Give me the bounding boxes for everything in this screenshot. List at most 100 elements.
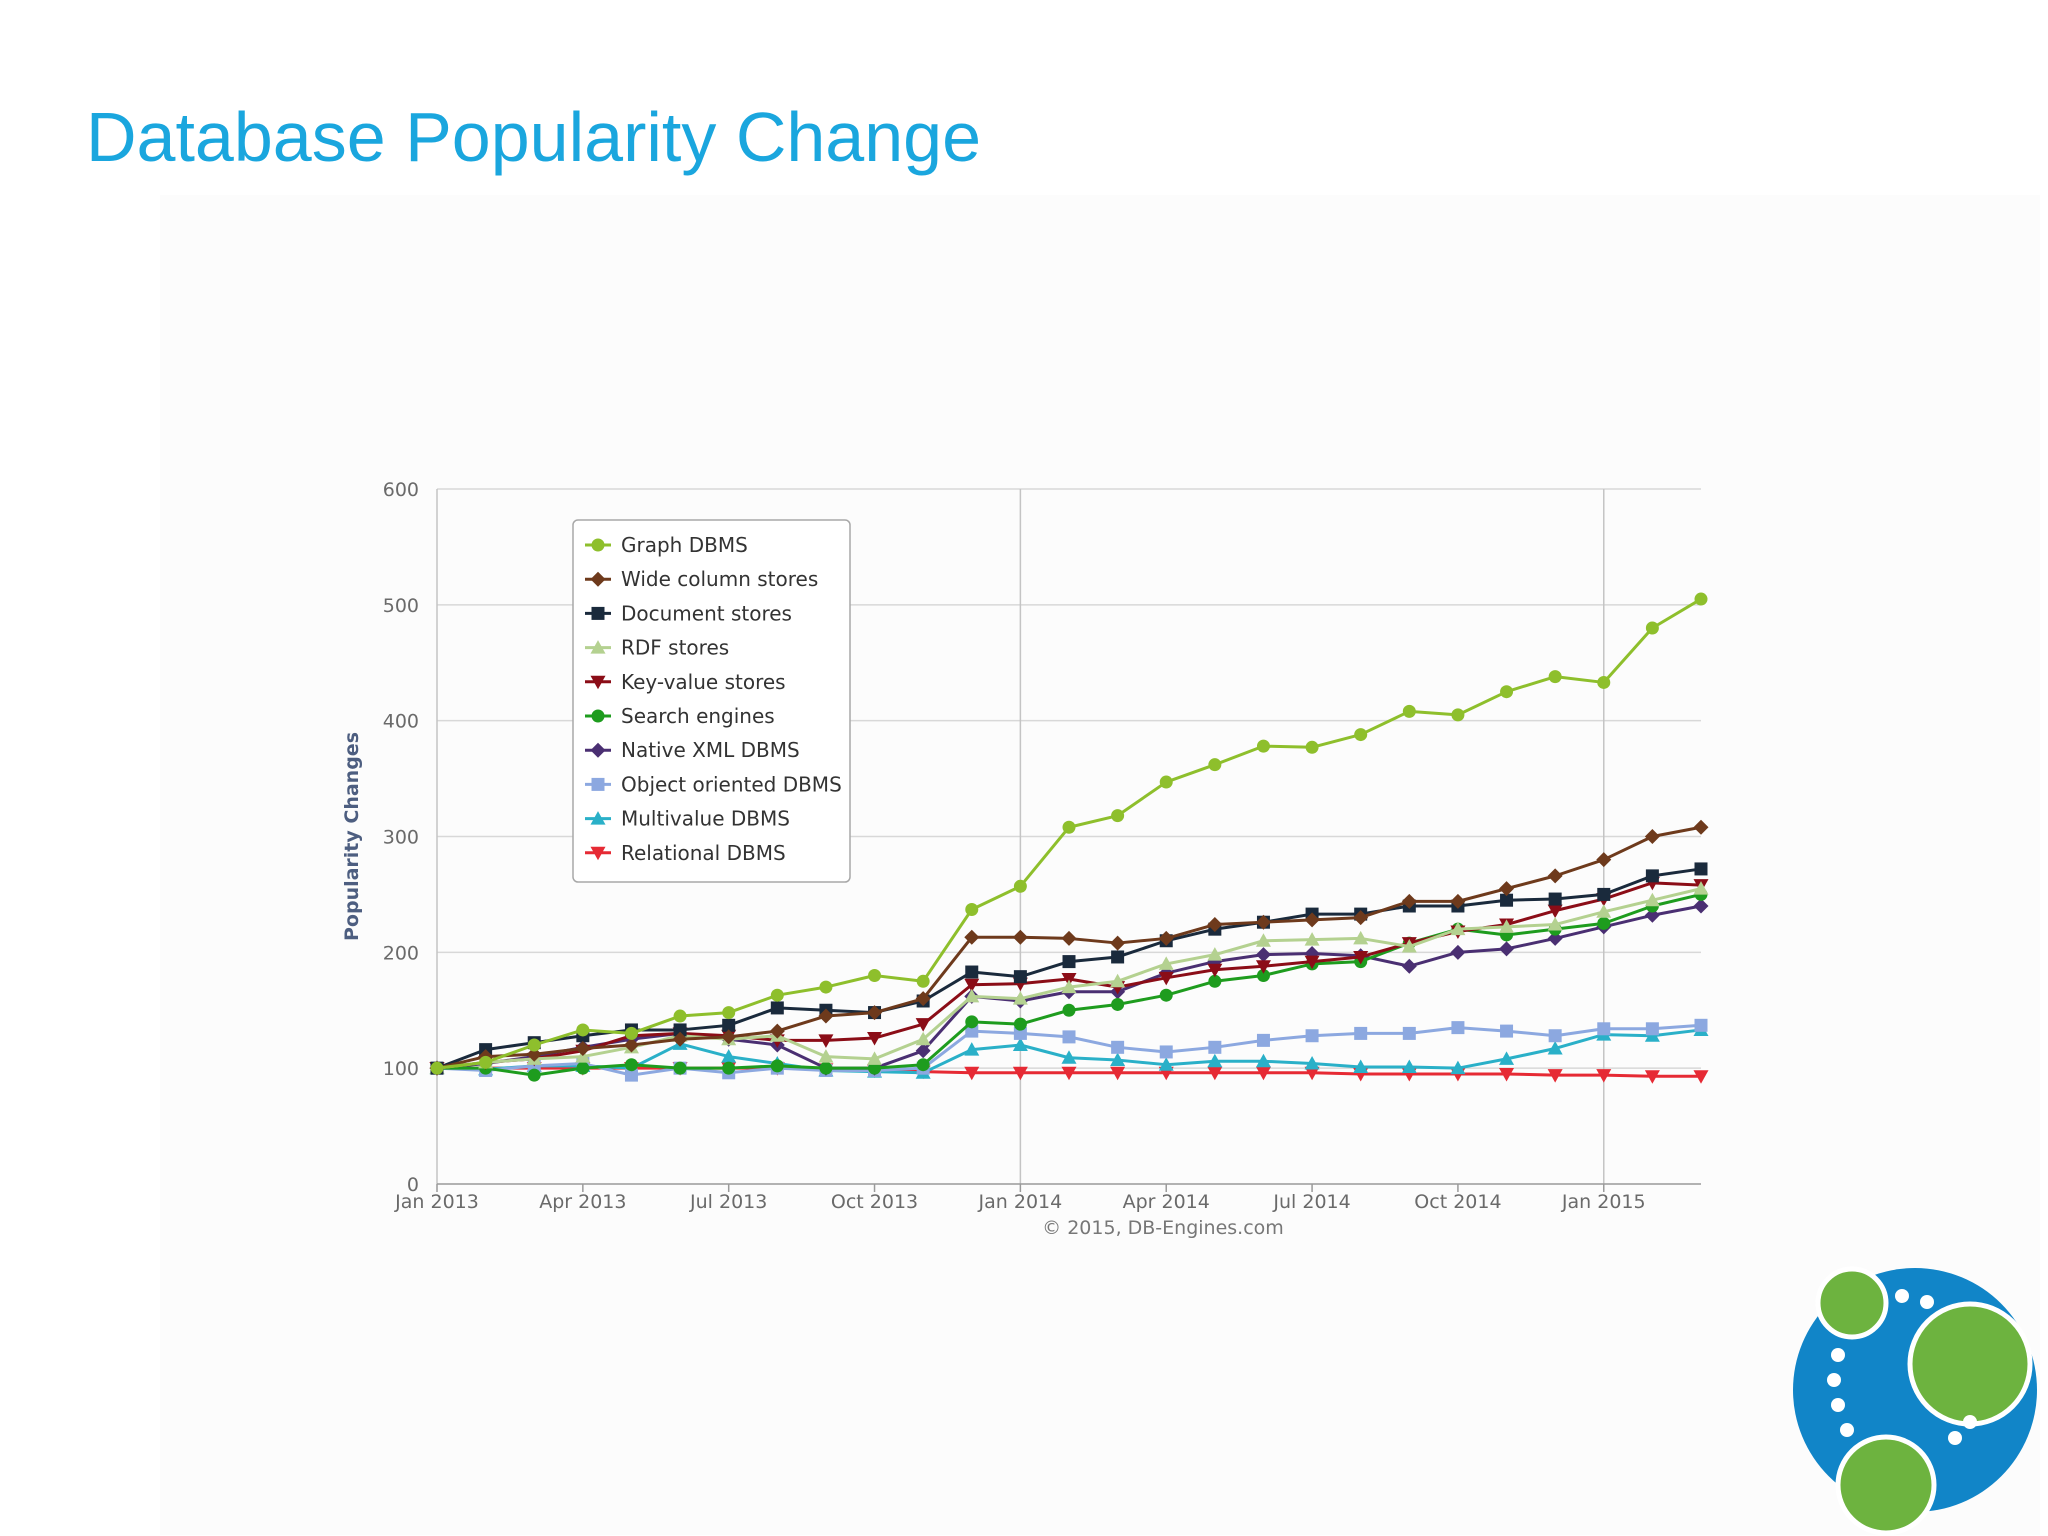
y-tick-label: 0: [407, 1174, 419, 1196]
data-point-graph-dbms: [1111, 809, 1125, 823]
x-tick-label: Apr 2014: [1123, 1191, 1210, 1213]
data-point-search-engines: [1013, 1017, 1027, 1031]
series-graph-dbms: [430, 592, 1708, 1075]
data-point-wide-column-stores: [1644, 829, 1660, 844]
data-point-search-engines: [624, 1058, 638, 1072]
data-point-native-xml-dbms: [1255, 947, 1271, 963]
logo-dots: [1827, 1289, 1977, 1445]
x-tick-label: Apr 2013: [539, 1191, 626, 1213]
data-point-rdf-stores: [1596, 904, 1612, 918]
data-point-relational-dbms: [1596, 1069, 1612, 1083]
data-point-object-oriented-dbms: [1354, 1026, 1368, 1040]
data-point-wide-column-stores: [1353, 910, 1369, 926]
data-point-document-stores: [1013, 970, 1027, 984]
data-point-relational-dbms: [1304, 1066, 1320, 1081]
data-point-wide-column-stores: [867, 1005, 883, 1021]
x-tick-label: Jan 2013: [394, 1191, 479, 1213]
data-point-object-oriented-dbms: [1305, 1029, 1319, 1043]
data-point-document-stores: [1548, 892, 1562, 906]
data-point-object-oriented-dbms: [624, 1068, 638, 1082]
data-point-rdf-stores: [1693, 881, 1709, 895]
data-point-relational-dbms: [1255, 1066, 1271, 1081]
data-point-object-oriented-dbms: [965, 1024, 979, 1038]
data-point-multivalue-dbms: [1353, 1059, 1369, 1074]
x-tick-label: Oct 2013: [831, 1191, 918, 1213]
data-point-key-value-stores: [1255, 960, 1271, 974]
data-point-wide-column-stores: [1110, 935, 1126, 951]
data-point-document-stores: [1062, 955, 1076, 969]
y-tick-label: 100: [383, 1058, 419, 1080]
data-point-object-oriented-dbms: [1159, 1045, 1173, 1059]
data-point-graph-dbms: [624, 1026, 638, 1040]
data-point-graph-dbms: [1597, 675, 1611, 689]
data-point-key-value-stores: [1353, 950, 1369, 965]
data-point-multivalue-dbms: [1304, 1056, 1320, 1070]
data-point-rdf-stores: [1450, 921, 1466, 936]
data-point-key-value-stores: [1304, 955, 1320, 970]
data-point-native-xml-dbms: [1547, 930, 1563, 946]
data-point-object-oriented-dbms: [1645, 1022, 1659, 1036]
data-point-search-engines: [1159, 988, 1173, 1002]
legend-label-relational-dbms: Relational DBMS: [621, 841, 786, 865]
data-point-graph-dbms: [916, 974, 930, 988]
data-point-relational-dbms: [1644, 1070, 1660, 1084]
data-point-wide-column-stores: [1061, 930, 1077, 946]
y-tick-label: 200: [383, 942, 419, 964]
legend-marker-key-value-stores: [590, 675, 606, 690]
data-point-relational-dbms: [1693, 1070, 1709, 1084]
legend-box: [572, 519, 851, 883]
data-point-multivalue-dbms: [1012, 1037, 1028, 1051]
data-point-multivalue-dbms: [1110, 1052, 1126, 1067]
data-point-search-engines: [576, 1061, 590, 1075]
legend-marker-graph-dbms: [591, 538, 605, 552]
neo4j-graph-logo-icon: [1793, 1266, 2037, 1536]
x-tick-label: Jul 2013: [689, 1191, 767, 1213]
data-point-key-value-stores: [1158, 971, 1174, 986]
data-point-rdf-stores: [1353, 930, 1369, 945]
legend-label-document-stores: Document stores: [621, 601, 792, 625]
data-point-object-oriented-dbms: [1111, 1040, 1125, 1054]
data-point-document-stores: [1694, 862, 1708, 876]
data-point-object-oriented-dbms: [1256, 1033, 1270, 1047]
legend-label-rdf-stores: RDF stores: [621, 636, 729, 660]
legend-label-native-xml-dbms: Native XML DBMS: [621, 738, 800, 762]
data-point-wide-column-stores: [526, 1046, 542, 1062]
data-point-graph-dbms: [1208, 758, 1222, 772]
data-point-document-stores: [1645, 869, 1659, 883]
data-point-relational-dbms: [964, 1066, 980, 1081]
data-point-wide-column-stores: [1547, 868, 1563, 884]
data-point-graph-dbms: [1402, 704, 1416, 718]
data-point-wide-column-stores: [964, 929, 980, 945]
y-tick-label: 600: [383, 479, 419, 501]
data-point-graph-dbms: [1694, 592, 1708, 606]
data-point-wide-column-stores: [1255, 914, 1271, 930]
chart-credit: © 2015, DB-Engines.com: [1042, 1217, 1284, 1239]
data-point-search-engines: [1062, 1003, 1076, 1017]
data-point-wide-column-stores: [672, 1031, 688, 1047]
data-point-wide-column-stores: [1304, 912, 1320, 928]
chart-legend: Graph DBMS Wide column stores Document sto…: [572, 519, 851, 883]
data-point-key-value-stores: [1207, 963, 1223, 978]
data-point-graph-dbms: [868, 969, 882, 982]
y-tick-label: 500: [383, 595, 419, 617]
data-point-document-stores: [1500, 893, 1514, 907]
data-point-graph-dbms: [576, 1023, 590, 1037]
data-point-object-oriented-dbms: [1208, 1040, 1222, 1054]
data-point-document-stores: [770, 1001, 784, 1015]
data-point-graph-dbms: [1645, 621, 1659, 635]
data-point-object-oriented-dbms: [1548, 1029, 1562, 1043]
data-point-graph-dbms: [965, 902, 979, 916]
legend-marker-rdf-stores: [590, 640, 606, 654]
data-point-multivalue-dbms: [1255, 1053, 1271, 1068]
data-point-wide-column-stores: [1401, 893, 1417, 909]
data-point-document-stores: [673, 1023, 687, 1037]
data-point-wide-column-stores: [1012, 929, 1028, 945]
data-point-search-engines: [916, 1058, 930, 1072]
data-point-key-value-stores: [867, 1032, 883, 1046]
data-point-graph-dbms: [673, 1009, 687, 1023]
data-point-rdf-stores: [1644, 892, 1660, 907]
data-point-graph-dbms: [1256, 739, 1270, 753]
data-point-search-engines: [819, 1061, 833, 1075]
data-point-rdf-stores: [1158, 956, 1174, 970]
data-point-graph-dbms: [722, 1006, 736, 1020]
